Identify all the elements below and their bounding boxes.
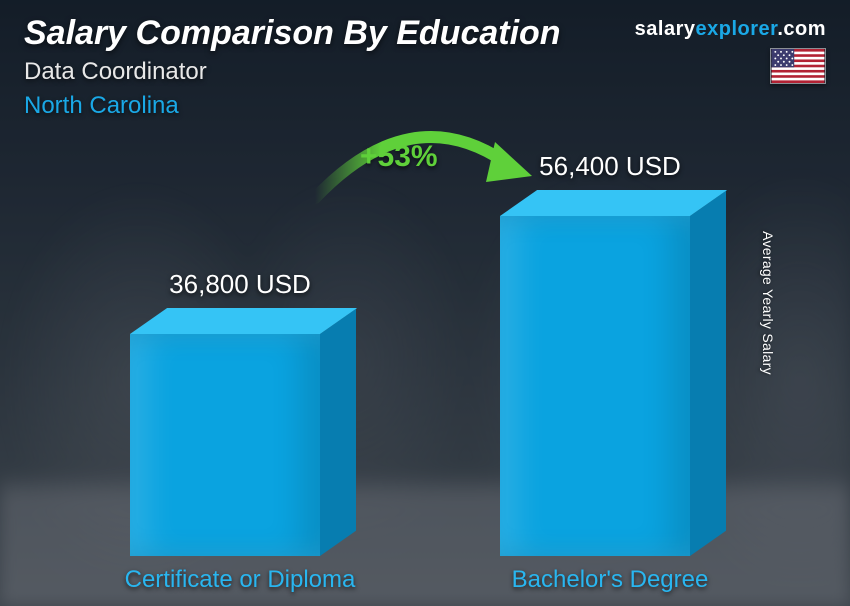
bar-side xyxy=(690,191,726,556)
bar-top xyxy=(130,308,357,334)
bar-side xyxy=(320,309,356,556)
bar-front xyxy=(500,216,690,556)
increase-arrow-icon xyxy=(300,120,540,210)
bar-chart: 36,800 USDCertificate or Diploma56,400 U… xyxy=(0,0,850,606)
bar-front xyxy=(130,334,320,556)
bar-category-label: Certificate or Diploma xyxy=(90,566,390,594)
bar-value-label: 36,800 USD xyxy=(110,269,370,300)
bar-bach xyxy=(500,216,690,556)
chart-stage: Salary Comparison By Education Data Coor… xyxy=(0,0,850,606)
bar-cert xyxy=(130,334,320,556)
bar-category-label: Bachelor's Degree xyxy=(460,566,760,594)
